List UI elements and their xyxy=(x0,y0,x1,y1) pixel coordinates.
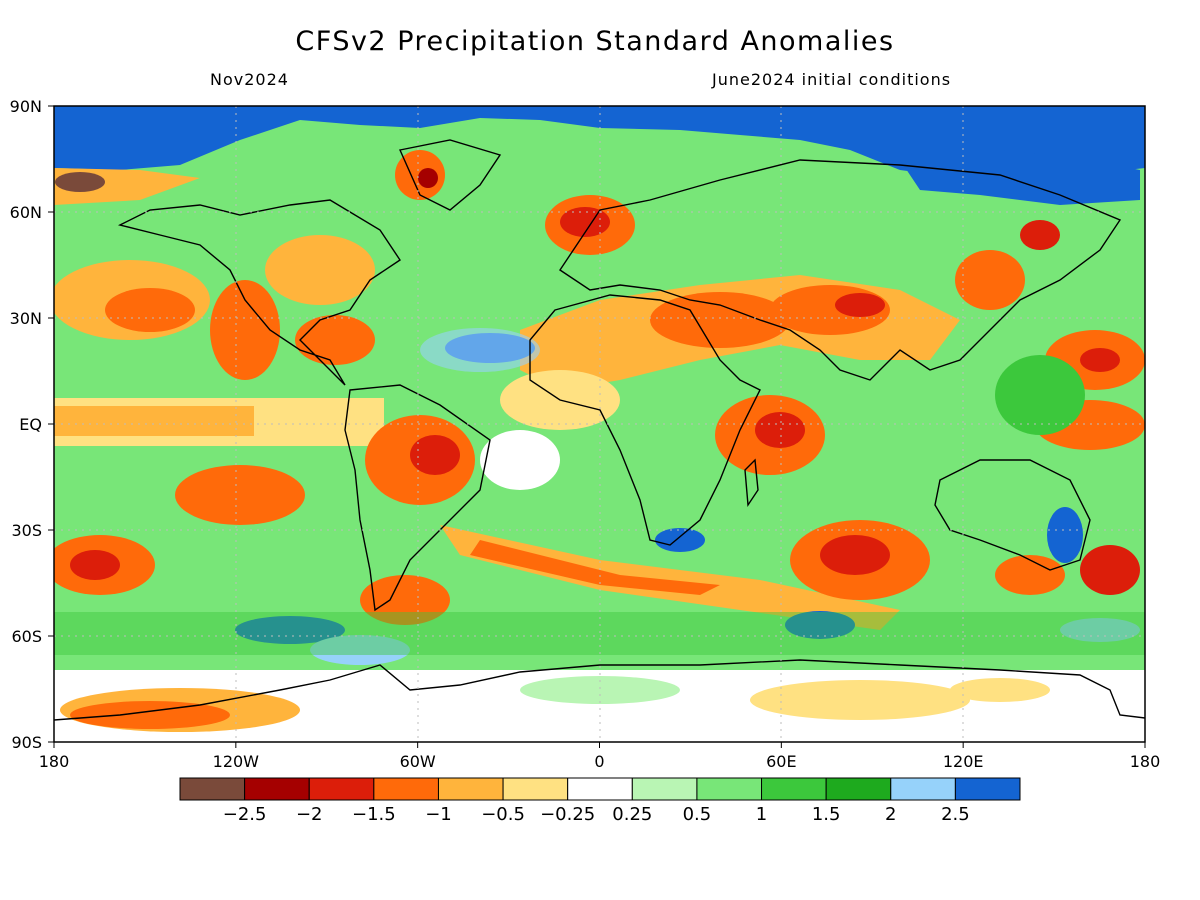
chart-title: CFSv2 Precipitation Standard Anomalies xyxy=(295,26,895,57)
colorbar-swatch xyxy=(696,777,763,801)
colorbar-label: −1 xyxy=(425,804,452,825)
colorbar-label: −0.5 xyxy=(481,804,525,825)
anomaly-field xyxy=(54,106,1145,742)
coastlines xyxy=(54,139,1145,721)
colorbar-swatch xyxy=(373,777,439,801)
colorbar-swatch xyxy=(567,777,633,801)
colorbar-swatch xyxy=(502,777,569,801)
graticule xyxy=(54,106,1145,742)
lon-tick-label: 60E xyxy=(766,752,796,771)
valid-month-label: Nov2024 xyxy=(210,70,289,89)
lat-tick-label: 60S xyxy=(11,627,42,646)
colorbar-swatch xyxy=(179,777,246,801)
colorbar-swatch xyxy=(954,777,1021,801)
latitude-axis: 90N 60N 30N EQ 30S 60S 90S xyxy=(10,97,54,752)
lon-tick-label: 180 xyxy=(39,752,70,771)
lon-tick-label: 180 xyxy=(1130,752,1161,771)
colorbar-label: 2.5 xyxy=(941,804,970,825)
colorbar-label: 0.25 xyxy=(612,804,652,825)
lat-tick-label: EQ xyxy=(19,415,42,434)
colorbar-label: −1.5 xyxy=(352,804,396,825)
lon-tick-label: 0 xyxy=(594,752,604,771)
lat-tick-label: 30S xyxy=(11,521,42,540)
colorbar-swatch xyxy=(308,777,375,801)
colorbar-swatch xyxy=(825,777,892,801)
colorbar-swatch xyxy=(244,777,310,801)
colorbar: −2.5 −2 −1.5 −1 −0.5 −0.25 0.25 0.5 1 1.5 2 2.5 xyxy=(179,777,1021,825)
lon-tick-label: 60W xyxy=(400,752,436,771)
colorbar-label: 2 xyxy=(885,804,896,825)
lat-tick-label: 90N xyxy=(10,97,42,116)
longitude-axis: 180 120W 60W 0 60E 120E 180 xyxy=(39,742,1161,771)
colorbar-swatch xyxy=(631,777,698,801)
colorbar-label: −2.5 xyxy=(223,804,267,825)
lat-tick-label: 90S xyxy=(11,733,42,752)
colorbar-label: −0.25 xyxy=(540,804,595,825)
lon-tick-label: 120W xyxy=(213,752,260,771)
lon-tick-label: 120E xyxy=(943,752,984,771)
colorbar-swatch xyxy=(890,777,956,801)
initial-conditions-label: June2024 initial conditions xyxy=(712,70,952,89)
colorbar-label: 0.5 xyxy=(683,804,712,825)
colorbar-swatch xyxy=(437,777,504,801)
lat-tick-label: 60N xyxy=(10,203,42,222)
colorbar-swatch xyxy=(761,777,827,801)
colorbar-label: 1 xyxy=(756,804,767,825)
colorbar-label: 1.5 xyxy=(812,804,841,825)
colorbar-label: −2 xyxy=(296,804,323,825)
lat-tick-label: 30N xyxy=(10,309,42,328)
